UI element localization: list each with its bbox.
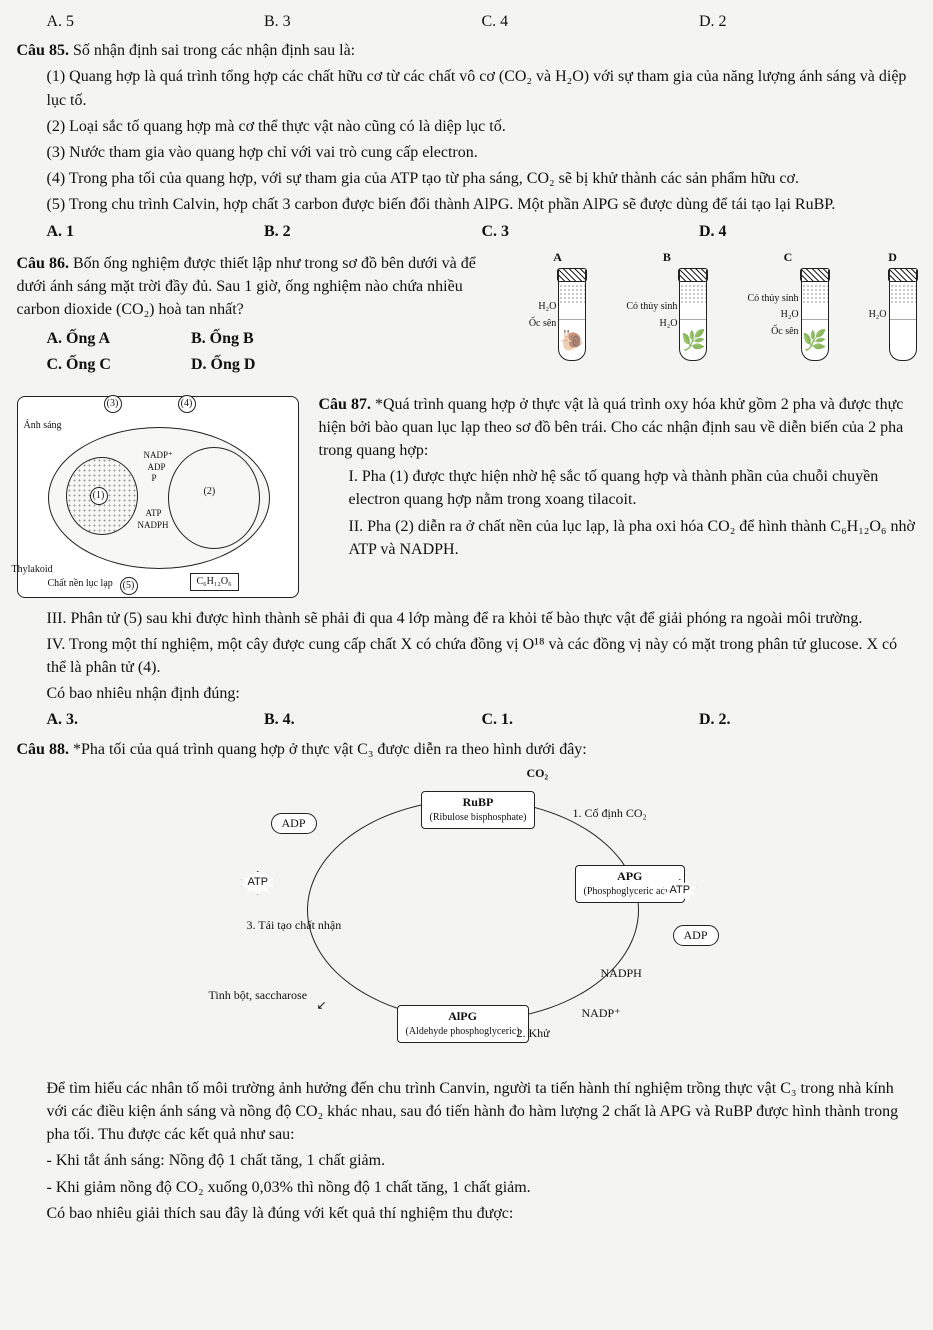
plant-snail-icon: 🌿 bbox=[802, 327, 827, 356]
q87-s2: II. Pha (2) diễn ra ở chất nền của lục l… bbox=[349, 515, 917, 561]
d-box: C₆H₁₂O₆ bbox=[190, 573, 239, 592]
q85-c: C. 3 bbox=[482, 220, 700, 243]
q85-a: A. 1 bbox=[47, 220, 265, 243]
cv-adp-l: ADP bbox=[271, 813, 317, 834]
q85-heading: Câu 85. Số nhận định sai trong các nhận … bbox=[17, 39, 917, 62]
cv-atp-l: ATP bbox=[241, 871, 276, 895]
q88-b1: - Khi tắt ánh sáng: Nồng độ 1 chất tăng,… bbox=[47, 1149, 917, 1172]
q85-title: Câu 85. bbox=[17, 42, 69, 59]
q85-s2: (2) Loại sắc tố quang hợp mà cơ thể thực… bbox=[47, 115, 917, 138]
tube-C-label: C bbox=[784, 249, 793, 266]
tube-B-side-bot: H₂O bbox=[626, 317, 677, 332]
q85-options: A. 1 B. 2 C. 3 D. 4 bbox=[47, 220, 917, 243]
tube-C-side-bot: Ốc sên bbox=[747, 325, 798, 340]
q87-a: A. 3. bbox=[47, 708, 265, 731]
tube-C-side-top: Cỏ thủy sinh bbox=[747, 292, 798, 307]
d-light: Ánh sáng bbox=[24, 419, 62, 434]
q87-d: D. 2. bbox=[699, 708, 917, 731]
cv-co2: CO₂ bbox=[527, 765, 549, 782]
q87-b: B. 4. bbox=[264, 708, 482, 731]
opt-b: B. 3 bbox=[264, 10, 482, 33]
tube-B-label: B bbox=[663, 249, 671, 266]
tube-A: A H₂O Ốc sên 🐌 bbox=[529, 249, 587, 361]
opt-a: A. 5 bbox=[47, 10, 265, 33]
q86-title: Câu 86. bbox=[17, 255, 69, 272]
q85-s1: (1) Quang hợp là quá trình tổng hợp các … bbox=[47, 65, 917, 111]
top-options: A. 5 B. 3 C. 4 D. 2 bbox=[47, 10, 917, 33]
q88-after: Để tìm hiểu các nhân tố môi trường ảnh h… bbox=[47, 1077, 917, 1147]
q86-b: B. Ống B bbox=[191, 327, 255, 350]
d-stroma: Chất nền lục lạp bbox=[48, 577, 113, 592]
q88-title: Câu 88. bbox=[17, 741, 69, 758]
q85-b: B. 2 bbox=[264, 220, 482, 243]
cv-step3: 3. Tái tạo chất nhận bbox=[247, 917, 342, 934]
chloroplast-diagram: (3) (4) Ánh sáng (1) (2) NADP⁺ ADP P ATP… bbox=[17, 396, 299, 598]
plant-icon: 🌿 bbox=[681, 327, 706, 356]
snail-icon: 🐌 bbox=[560, 327, 585, 356]
tube-A-label: A bbox=[553, 249, 562, 266]
q87-s3: III. Phân tử (5) sau khi được hình thành… bbox=[47, 607, 917, 630]
q87-heading: Câu 87. *Quá trình quang hợp ở thực vật … bbox=[319, 393, 917, 463]
opt-c: C. 4 bbox=[482, 10, 700, 33]
tube-A-side-bot: Ốc sên bbox=[529, 317, 557, 332]
q86-d: D. Ống D bbox=[191, 353, 255, 376]
q85-d: D. 4 bbox=[699, 220, 917, 243]
q88-b2: - Khi giảm nồng độ CO₂ xuống 0,03% thì n… bbox=[47, 1176, 917, 1199]
d-n5: (5) bbox=[120, 577, 138, 595]
q86-stem: Bốn ống nghiệm được thiết lập như trong … bbox=[17, 255, 476, 318]
cv-step2: 2. Khử bbox=[517, 1025, 550, 1042]
cv-step1: 1. Cố định CO₂ bbox=[573, 805, 647, 822]
q88-stem: *Pha tối của quá trình quang hợp ở thực … bbox=[73, 741, 587, 758]
q85-s4: (4) Trong pha tối của quang hợp, với sự … bbox=[47, 167, 917, 190]
calvin-cycle-diagram: CO₂ ↘ RuBP(Ribulose bisphosphate) 1. Cố … bbox=[187, 769, 747, 1069]
q87-s1: I. Pha (1) được thực hiện nhờ hệ sắc tố … bbox=[349, 465, 917, 511]
q86-a: A. Ống A bbox=[47, 327, 111, 350]
q86-c: C. Ống C bbox=[47, 353, 111, 376]
cv-nadph: NADPH bbox=[601, 965, 642, 982]
q88-ask: Có bao nhiêu giải thích sau đây là đúng … bbox=[47, 1202, 917, 1225]
d-thylakoid: Thylakoid bbox=[12, 563, 53, 578]
tube-D: D H₂O bbox=[869, 249, 917, 361]
q87-stem: *Quá trình quang hợp ở thực vật là quá t… bbox=[319, 396, 904, 459]
tube-B: B Cỏ thủy sinh H₂O 🌿 bbox=[626, 249, 707, 361]
arrow-icon-2: ↙ bbox=[317, 997, 327, 1014]
q86-heading: Câu 86. Bốn ống nghiệm được thiết lập nh… bbox=[17, 252, 499, 322]
tubes-diagram: A H₂O Ốc sên 🐌 B Cỏ thủy sinh H₂O 🌿 C Cỏ… bbox=[529, 249, 917, 361]
cv-apg: APG(Phosphoglyceric acid) bbox=[575, 865, 685, 903]
q87-row: (3) (4) Ánh sáng (1) (2) NADP⁺ ADP P ATP… bbox=[17, 390, 917, 604]
q87-c: C. 1. bbox=[482, 708, 700, 731]
q85-stem: Số nhận định sai trong các nhận định sau… bbox=[73, 42, 355, 59]
cv-alpg: AlPG(Aldehyde phosphoglyceric) bbox=[397, 1005, 529, 1043]
q85-s5: (5) Trong chu trình Calvin, hợp chất 3 c… bbox=[47, 193, 917, 216]
d-n3: (3) bbox=[104, 395, 122, 413]
cv-nadp: NADP⁺ bbox=[582, 1005, 621, 1022]
tube-B-side-top: Cỏ thủy sinh bbox=[626, 300, 677, 315]
d-nadph: NADPH bbox=[138, 519, 169, 532]
q87-s4: IV. Trong một thí nghiệm, một cây được c… bbox=[47, 633, 917, 679]
tube-D-label: D bbox=[888, 249, 897, 266]
d-n4: (4) bbox=[178, 395, 196, 413]
q86-row: Câu 86. Bốn ống nghiệm được thiết lập nh… bbox=[17, 249, 917, 380]
q85-s3: (3) Nước tham gia vào quang hợp chỉ với … bbox=[47, 141, 917, 164]
q88-heading: Câu 88. *Pha tối của quá trình quang hợp… bbox=[17, 738, 917, 761]
q87-options: A. 3. B. 4. C. 1. D. 2. bbox=[47, 708, 917, 731]
tube-C: C Cỏ thủy sinh H₂O Ốc sên 🌿 bbox=[747, 249, 828, 361]
d-n1: (1) bbox=[90, 487, 108, 505]
opt-d: D. 2 bbox=[699, 10, 917, 33]
d-n2: (2) bbox=[204, 485, 216, 500]
tube-C-side-mid: H₂O bbox=[747, 308, 798, 323]
q87-title: Câu 87. bbox=[319, 396, 371, 413]
cv-adp-r: ADP bbox=[673, 925, 719, 946]
tube-A-side-top: H₂O bbox=[529, 300, 557, 315]
cv-rubp: RuBP(Ribulose bisphosphate) bbox=[421, 791, 536, 829]
tube-D-side-top: H₂O bbox=[869, 308, 887, 323]
q87-ask: Có bao nhiêu nhận định đúng: bbox=[47, 682, 917, 705]
d-p: P bbox=[152, 472, 157, 485]
cv-out: Tinh bột, saccharose bbox=[209, 987, 308, 1004]
